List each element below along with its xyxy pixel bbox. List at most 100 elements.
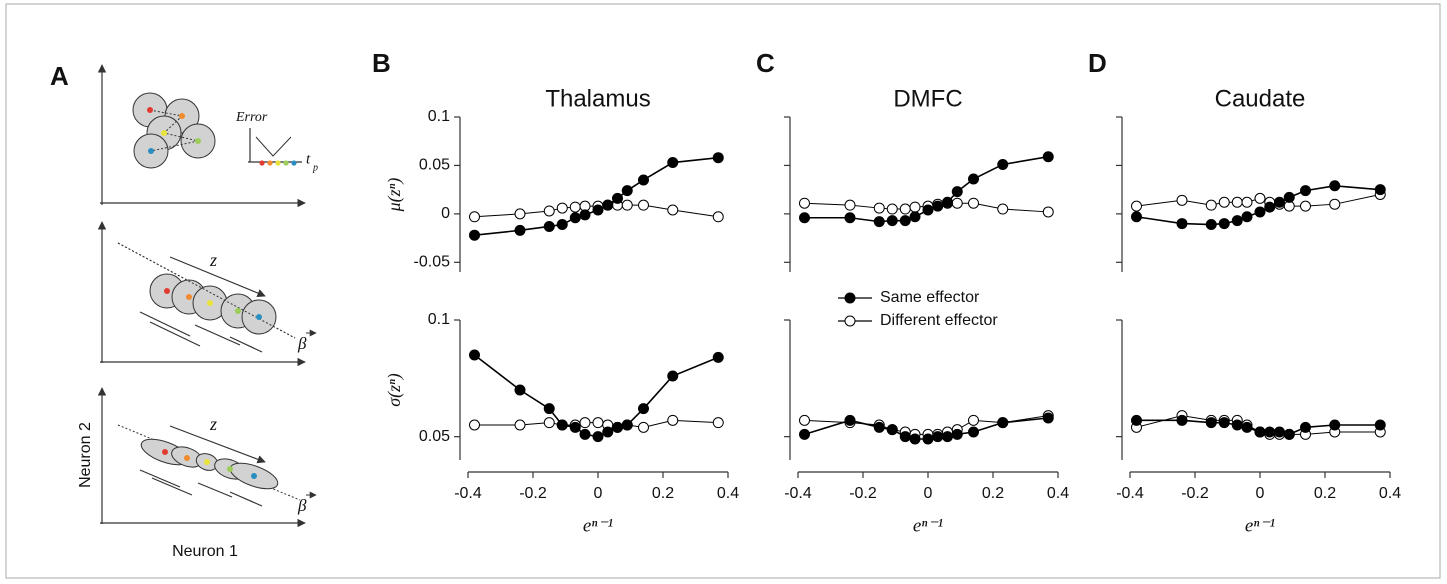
marker bbox=[638, 421, 649, 433]
y-axis-label: Neuron 2 bbox=[77, 422, 94, 488]
marker bbox=[543, 403, 555, 415]
chart-title: Thalamus bbox=[545, 85, 650, 112]
marker bbox=[712, 152, 724, 164]
marker bbox=[712, 351, 724, 363]
marker bbox=[469, 349, 480, 361]
marker bbox=[638, 199, 649, 211]
tp-subscript: p bbox=[312, 162, 318, 173]
x-axis-label: Neuron 1 bbox=[172, 543, 238, 560]
marker bbox=[942, 196, 953, 208]
marker bbox=[799, 197, 810, 209]
marker bbox=[1329, 180, 1341, 192]
marker bbox=[569, 201, 581, 213]
marker bbox=[799, 212, 810, 224]
x-tick-label: 0.2 bbox=[1314, 485, 1336, 502]
marker bbox=[469, 419, 480, 431]
y-tick-label: 0.1 bbox=[428, 311, 450, 328]
x-tick-label: -0.2 bbox=[849, 485, 877, 502]
marker bbox=[1131, 414, 1142, 426]
marker bbox=[922, 204, 934, 216]
legend-label: Same effector bbox=[880, 289, 980, 306]
marker bbox=[873, 216, 885, 228]
diagram-middle: z β bbox=[97, 221, 317, 367]
marker bbox=[968, 173, 979, 185]
marker bbox=[1283, 191, 1295, 203]
marker bbox=[1205, 219, 1217, 231]
marker bbox=[951, 428, 963, 440]
marker bbox=[592, 417, 604, 429]
marker bbox=[514, 419, 526, 431]
marker bbox=[1300, 185, 1311, 197]
marker bbox=[799, 428, 810, 440]
marker bbox=[543, 205, 555, 217]
marker bbox=[997, 203, 1009, 215]
marker bbox=[621, 185, 633, 197]
marker bbox=[1241, 421, 1253, 433]
panel-label: D bbox=[1088, 48, 1107, 78]
x-tick-label: 0 bbox=[1256, 485, 1265, 502]
y-axis-label: σ(zⁿ) bbox=[384, 373, 405, 407]
marker bbox=[579, 209, 591, 221]
marker bbox=[1231, 196, 1243, 208]
marker bbox=[1283, 428, 1295, 440]
marker bbox=[1300, 421, 1311, 433]
marker bbox=[469, 211, 480, 223]
marker bbox=[592, 204, 604, 216]
marker bbox=[1042, 206, 1054, 218]
y-tick-label: 0.1 bbox=[428, 108, 450, 125]
x-tick-label: 0.4 bbox=[1047, 485, 1069, 502]
legend-label: Different effector bbox=[880, 312, 998, 329]
marker bbox=[1218, 196, 1230, 208]
x-tick-label: 0 bbox=[594, 485, 603, 502]
marker bbox=[667, 414, 679, 426]
marker bbox=[592, 431, 604, 443]
marker bbox=[997, 417, 1009, 429]
marker bbox=[514, 224, 526, 236]
marker bbox=[556, 202, 568, 214]
marker bbox=[899, 215, 911, 227]
marker bbox=[899, 431, 911, 443]
marker bbox=[1264, 426, 1276, 438]
marker bbox=[1274, 196, 1285, 208]
legend-marker bbox=[844, 292, 856, 304]
marker bbox=[543, 417, 555, 429]
marker bbox=[1241, 211, 1253, 223]
marker bbox=[951, 197, 963, 209]
marker bbox=[1374, 419, 1386, 431]
marker bbox=[667, 157, 679, 169]
y-axis-label: μ(zⁿ) bbox=[384, 178, 405, 213]
beta-label: β bbox=[297, 496, 307, 515]
marker bbox=[1274, 426, 1285, 438]
marker bbox=[514, 384, 526, 396]
x-axis-label: eⁿ⁻¹ bbox=[583, 515, 613, 536]
marker bbox=[712, 417, 724, 429]
x-tick-label: 0 bbox=[924, 485, 933, 502]
diagram-bottom: z β Neuron 2 Neuron 1 bbox=[77, 387, 317, 560]
marker bbox=[844, 199, 856, 211]
marker bbox=[1176, 194, 1188, 206]
marker bbox=[873, 202, 885, 214]
marker bbox=[942, 431, 953, 443]
marker bbox=[1176, 218, 1188, 230]
marker bbox=[1264, 201, 1276, 213]
y-tick-label: 0 bbox=[441, 205, 450, 222]
marker bbox=[968, 426, 979, 438]
z-label: z bbox=[209, 414, 217, 434]
marker bbox=[602, 426, 614, 438]
x-tick-label: 0.2 bbox=[652, 485, 674, 502]
marker bbox=[569, 212, 581, 224]
marker bbox=[712, 211, 724, 223]
marker bbox=[909, 211, 921, 223]
tp-label: t bbox=[306, 151, 311, 167]
marker bbox=[638, 174, 649, 186]
marker bbox=[1254, 206, 1266, 218]
marker bbox=[899, 203, 911, 215]
marker bbox=[1300, 200, 1311, 212]
marker bbox=[844, 414, 856, 426]
marker bbox=[1231, 215, 1243, 227]
figure-border bbox=[5, 3, 1441, 579]
marker bbox=[621, 419, 633, 431]
marker bbox=[968, 414, 979, 426]
marker bbox=[886, 203, 898, 215]
